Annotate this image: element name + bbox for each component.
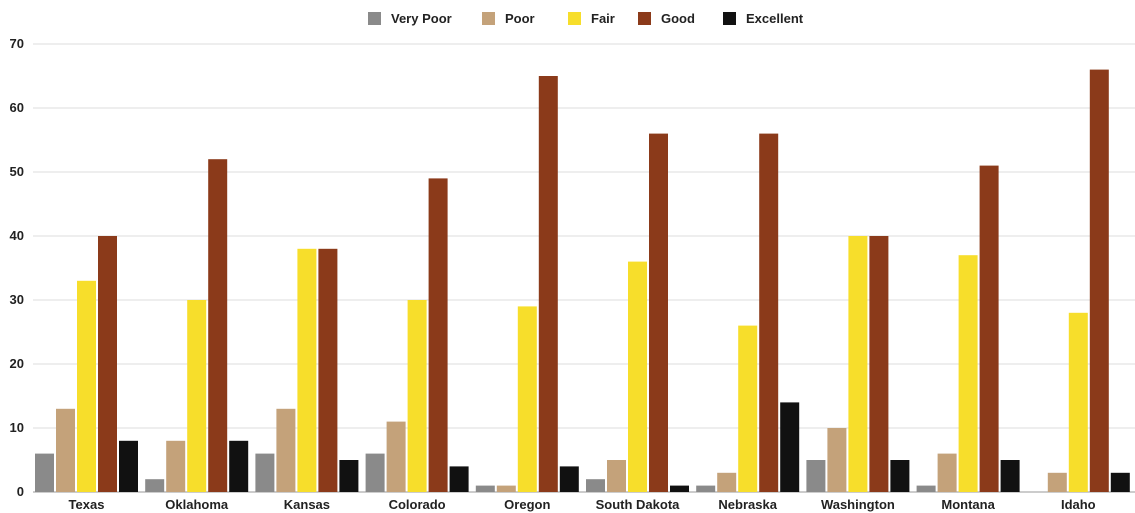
bar-good-colorado: [428, 178, 448, 492]
legend-label: Excellent: [746, 11, 804, 26]
x-category-label: Kansas: [284, 497, 330, 512]
bar-poor-oklahoma: [166, 440, 186, 492]
y-tick-label: 70: [10, 36, 24, 51]
bar-fair-south-dakota: [628, 261, 647, 492]
bar-good-oklahoma: [208, 159, 228, 492]
legend-label: Good: [661, 11, 695, 26]
bar-excellent-south-dakota: [670, 485, 689, 492]
bar-fair-idaho: [1068, 312, 1088, 492]
bar-poor-nebraska: [717, 472, 737, 492]
bar-poor-texas: [56, 408, 75, 492]
legend-label: Fair: [591, 11, 615, 26]
x-axis-categories: Texas Oklahoma Kansas Colorado Oregon South D…: [69, 497, 1096, 512]
y-tick-label: 50: [10, 164, 24, 179]
bar-good-nebraska: [759, 133, 779, 492]
bar-fair-montana: [958, 255, 978, 492]
x-category-label: Montana: [941, 497, 995, 512]
bar-excellent-idaho: [1110, 472, 1130, 492]
bar-good-kansas: [318, 248, 338, 492]
bar-excellent-texas: [119, 440, 138, 492]
bar-good-oregon: [538, 76, 558, 492]
bar-fair-oklahoma: [187, 300, 207, 492]
bar-poor-idaho: [1047, 472, 1067, 492]
x-category-label: Oregon: [504, 497, 550, 512]
bar-very-poor-montana: [916, 485, 936, 492]
legend-swatch: [723, 12, 736, 25]
bar-excellent-colorado: [449, 466, 469, 492]
bar-excellent-montana: [1000, 460, 1020, 492]
bar-fair-colorado: [407, 300, 427, 492]
y-tick-label: 10: [10, 420, 24, 435]
bar-poor-washington: [827, 428, 847, 492]
bar-good-montana: [979, 165, 999, 492]
bar-excellent-nebraska: [780, 402, 800, 492]
x-category-label: Oklahoma: [165, 497, 229, 512]
y-tick-label: 60: [10, 100, 24, 115]
y-tick-label: 20: [10, 356, 24, 371]
y-tick-label: 30: [10, 292, 24, 307]
bar-very-poor-kansas: [255, 453, 275, 492]
y-axis-ticks: 0 10 20 30 40 50 60 70: [10, 36, 24, 499]
x-category-label: Washington: [821, 497, 895, 512]
bar-excellent-kansas: [339, 460, 359, 492]
bar-very-poor-south-dakota: [586, 479, 605, 492]
y-tick-label: 40: [10, 228, 24, 243]
bar-very-poor-oklahoma: [145, 479, 165, 492]
bar-good-texas: [98, 236, 117, 492]
bar-very-poor-washington: [806, 460, 826, 492]
legend: Very Poor Poor Fair Good Excellent: [368, 11, 804, 26]
x-category-label: South Dakota: [596, 497, 681, 512]
bar-good-washington: [869, 236, 889, 492]
bar-good-south-dakota: [649, 133, 668, 492]
bars: [35, 69, 1130, 492]
bar-poor-kansas: [276, 408, 296, 492]
bar-very-poor-nebraska: [696, 485, 716, 492]
legend-label: Poor: [505, 11, 535, 26]
x-category-label: Nebraska: [718, 497, 777, 512]
bar-fair-washington: [848, 236, 868, 492]
bar-poor-montana: [937, 453, 957, 492]
bar-fair-oregon: [517, 306, 537, 492]
bar-fair-texas: [77, 280, 96, 492]
bar-very-poor-texas: [35, 453, 54, 492]
bar-very-poor-colorado: [365, 453, 385, 492]
bar-very-poor-oregon: [475, 485, 495, 492]
legend-label: Very Poor: [391, 11, 452, 26]
bar-poor-oregon: [496, 485, 516, 492]
bar-excellent-washington: [890, 460, 910, 492]
x-category-label: Texas: [69, 497, 105, 512]
legend-swatch: [568, 12, 581, 25]
bar-excellent-oklahoma: [229, 440, 249, 492]
bar-fair-kansas: [297, 248, 317, 492]
legend-swatch: [482, 12, 495, 25]
bar-excellent-oregon: [559, 466, 579, 492]
y-tick-label: 0: [17, 484, 24, 499]
bar-poor-colorado: [386, 421, 406, 492]
bar-poor-south-dakota: [607, 460, 626, 492]
x-category-label: Colorado: [389, 497, 446, 512]
legend-swatch: [638, 12, 651, 25]
legend-swatch: [368, 12, 381, 25]
bar-fair-nebraska: [738, 325, 758, 492]
bar-good-idaho: [1089, 69, 1109, 492]
x-category-label: Idaho: [1061, 497, 1096, 512]
